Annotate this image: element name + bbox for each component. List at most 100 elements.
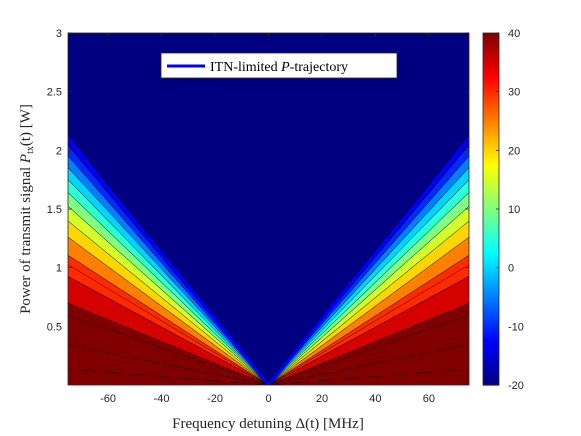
colorbar-segment (483, 264, 499, 269)
colorbar-segment (483, 138, 499, 143)
contour-line (68, 314, 269, 385)
colorbar-segment (483, 109, 499, 113)
colorbar-segment (483, 376, 499, 380)
colorbar-tick-label: -20 (508, 380, 524, 392)
colorbar-segment (483, 62, 499, 66)
x-tick-label: -20 (207, 393, 223, 405)
series-line-itn-limited-p-trajectory (68, 137, 469, 385)
contour-line (68, 264, 269, 385)
contour-line (68, 344, 269, 385)
colorbar-segment (483, 361, 499, 366)
colorbar-segment (483, 288, 499, 292)
colorbar-segment (483, 123, 499, 128)
colorbar-segment (483, 285, 499, 289)
colorbar-segment (483, 100, 499, 104)
colorbar-segment (483, 179, 499, 184)
colorbar-segment (483, 173, 499, 178)
colorbar-segment (483, 91, 499, 96)
colorbar-segment (483, 41, 499, 46)
colorbar-segment (483, 282, 499, 286)
colorbar-segment (483, 159, 499, 163)
colorbar-segment (483, 226, 499, 231)
contour-line (268, 368, 469, 385)
plot-area (68, 33, 469, 385)
colorbar-segment (483, 88, 499, 93)
colorbar-segment (483, 162, 499, 166)
colorbar-segment (483, 38, 499, 43)
colorbar-segment (483, 97, 499, 102)
colorbar-segment (483, 232, 499, 236)
legend: ITN-limited P-trajectory (160, 52, 398, 79)
colorbar-segment (483, 150, 499, 154)
colorbar-segment (483, 209, 499, 213)
colorbar-segment (483, 294, 499, 298)
colorbar-segment (483, 379, 499, 383)
colorbar-segment (483, 56, 499, 60)
colorbar-segment (483, 367, 499, 371)
colorbar-segment (483, 355, 499, 360)
colorbar-segment (483, 211, 499, 216)
colorbar-segment (483, 129, 499, 134)
colorbar-segment (483, 53, 499, 58)
contour-line (268, 264, 469, 385)
colorbar-segment (483, 311, 499, 316)
colorbar-segment (483, 153, 499, 157)
colorbar-segment (483, 74, 499, 78)
y-tick-label: 3 (56, 28, 62, 40)
colorbar-segment (483, 59, 499, 63)
x-tick-label: 60 (423, 393, 435, 405)
colorbar-segment (483, 118, 499, 122)
colorbar-segment (483, 200, 499, 204)
colorbar-segment (483, 352, 499, 357)
colorbar-segment (483, 229, 499, 234)
colorbar-segment (483, 194, 499, 198)
colorbar-segment (483, 165, 499, 169)
colorbar-segment (483, 341, 499, 345)
colorbar-segment (483, 305, 499, 310)
colorbar-segment (483, 147, 499, 151)
colorbar-segment (483, 346, 499, 351)
x-tick-label: -40 (154, 393, 170, 405)
colorbar-segment (483, 188, 499, 192)
colorbar-segment (483, 364, 499, 368)
colorbar-segment (483, 35, 499, 40)
colorbar-segment (483, 103, 499, 107)
colorbar-tick-label: 40 (508, 28, 520, 40)
colorbar-segment (483, 176, 499, 181)
colorbar-segment (483, 382, 499, 386)
colorbar-segment (483, 144, 499, 148)
colorbar-segment (483, 358, 499, 363)
colorbar-segment (483, 276, 499, 280)
colorbar-segment (483, 132, 499, 137)
colorbar-segment (483, 206, 499, 210)
colorbar-segment (483, 185, 499, 190)
colorbar-segment (483, 191, 499, 195)
colorbar-segment (483, 370, 499, 374)
colorbar-segment (483, 320, 499, 324)
colorbar-segment (483, 217, 499, 222)
colorbar-segment (483, 65, 499, 69)
colorbar-segment (483, 255, 499, 260)
colorbar-segment (483, 326, 499, 330)
x-axis: -60 -40 -20 0 20 40 60 (100, 33, 435, 405)
colorbar-segment (483, 126, 499, 131)
colorbar-segment (483, 121, 499, 125)
colorbar-segment (483, 106, 499, 110)
colorbar-segment (483, 373, 499, 377)
colorbar-segment (483, 115, 499, 119)
y-tick-label: 0.5 (47, 321, 62, 333)
colorbar-segment (483, 156, 499, 160)
colorbar-tick-label: 10 (508, 204, 520, 216)
colorbar-segment (483, 77, 499, 81)
colorbar-segment (483, 203, 499, 207)
colorbar-segment (483, 238, 499, 242)
colorbar-tick-label: -10 (508, 321, 524, 333)
colorbar-segment (483, 85, 499, 90)
colorbar-segment (483, 71, 499, 75)
legend-entry-itn-limited-p-trajectory: ITN-limited P-trajectory (210, 60, 348, 75)
colorbar-segment (483, 308, 499, 313)
x-tick-label: 20 (316, 393, 328, 405)
y-tick-label: 2.5 (47, 87, 62, 99)
colorbar-segment (483, 241, 499, 245)
